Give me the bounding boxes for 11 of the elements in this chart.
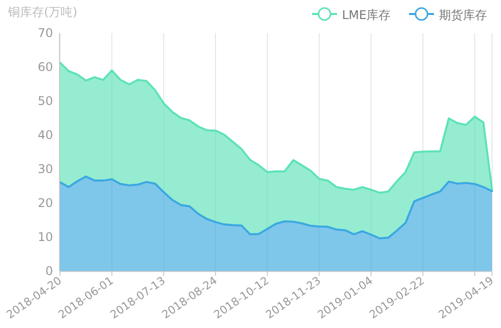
y-tick-label: 60 <box>38 60 53 74</box>
y-tick-label: 10 <box>38 230 53 244</box>
y-tick-label: 0 <box>45 264 53 278</box>
legend-label: LME库存 <box>342 8 391 22</box>
y-tick-label: 30 <box>38 162 53 176</box>
legend-label: 期货库存 <box>439 8 487 22</box>
y-tick-label: 40 <box>38 128 53 142</box>
y-tick-label: 50 <box>38 94 53 108</box>
y-axis-title: 铜库存(万吨) <box>7 5 78 19</box>
y-tick-label: 20 <box>38 196 53 210</box>
y-tick-label: 70 <box>38 26 53 40</box>
